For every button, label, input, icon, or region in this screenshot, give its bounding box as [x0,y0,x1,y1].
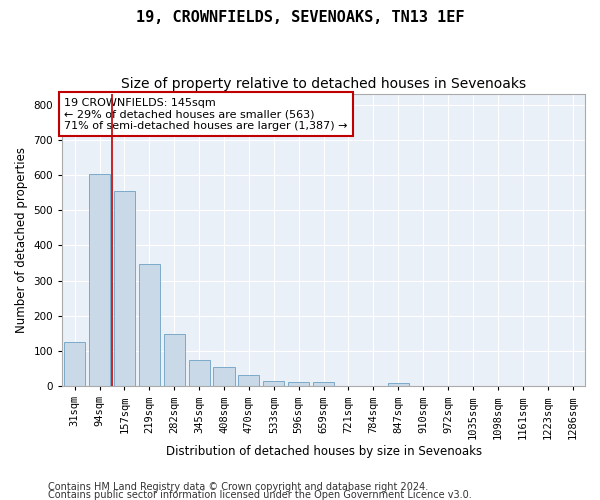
Bar [89,174,110,386]
Bar [164,334,185,386]
Bar [288,382,309,386]
X-axis label: Distribution of detached houses by size in Sevenoaks: Distribution of detached houses by size … [166,444,482,458]
Text: Contains public sector information licensed under the Open Government Licence v3: Contains public sector information licen… [48,490,472,500]
Bar [313,382,334,386]
Y-axis label: Number of detached properties: Number of detached properties [15,147,28,333]
Bar [214,367,235,386]
Bar [263,381,284,386]
Bar [114,191,135,386]
Bar [139,264,160,386]
Title: Size of property relative to detached houses in Sevenoaks: Size of property relative to detached ho… [121,78,526,92]
Text: 19, CROWNFIELDS, SEVENOAKS, TN13 1EF: 19, CROWNFIELDS, SEVENOAKS, TN13 1EF [136,10,464,25]
Text: Contains HM Land Registry data © Crown copyright and database right 2024.: Contains HM Land Registry data © Crown c… [48,482,428,492]
Bar [238,374,259,386]
Text: 19 CROWNFIELDS: 145sqm
← 29% of detached houses are smaller (563)
71% of semi-de: 19 CROWNFIELDS: 145sqm ← 29% of detached… [64,98,347,131]
Bar [188,360,210,386]
Bar [64,342,85,386]
Bar [388,384,409,386]
